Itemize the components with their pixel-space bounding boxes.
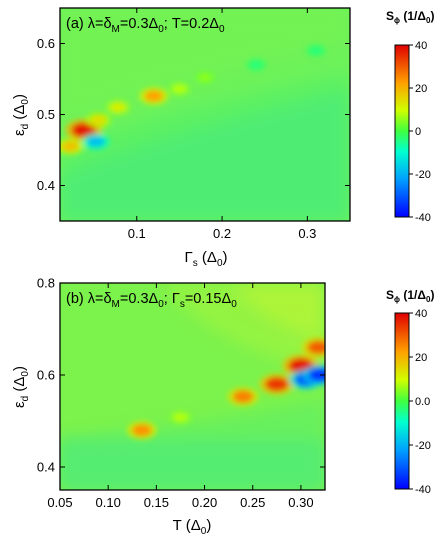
colorbar-tick-label: 40 xyxy=(415,40,427,52)
heatmap-b xyxy=(60,283,325,490)
x-axis-label-b: T (Δ0) xyxy=(173,517,212,537)
feature-6 xyxy=(144,90,164,102)
feature-4 xyxy=(265,377,289,392)
y-tick-label: 0.6 xyxy=(37,368,55,383)
panel-b: 0.05 0.10 0.15 0.20 0.25 0.30 0.4 0.6 0.8 (b) λ… xyxy=(11,276,434,538)
x-axis-label-a: Γs (Δ0) xyxy=(184,249,227,269)
panel-a: 0.1 0.2 0.3 0.4 0.5 0.6 (a) λ=δM=0.3Δ0; T=0.… xyxy=(11,7,434,269)
feature-3 xyxy=(232,390,254,403)
feature-6 xyxy=(307,340,325,354)
y-tick-label: 0.4 xyxy=(37,178,55,193)
x-tick-label: 0.10 xyxy=(96,495,121,510)
colorbar-tick-label: -20 xyxy=(415,440,431,452)
colorbar-tick-label: 0 xyxy=(415,126,421,138)
colorbar-title-b: Sϕ (1/Δ0) xyxy=(386,288,434,304)
y-axis-label-a: εd (Δ0) xyxy=(11,94,31,136)
feature-1 xyxy=(61,141,80,152)
annotation-b: (b) λ=δM=0.3Δ0; Γs=0.15Δ0 xyxy=(66,291,237,310)
feature-7 xyxy=(172,84,187,94)
colorbar-tick-label: 40 xyxy=(415,308,427,320)
feature-10 xyxy=(309,46,323,55)
colorbar-b xyxy=(394,312,410,490)
x-tick-label: 0.2 xyxy=(213,226,231,241)
feature-2 xyxy=(173,412,188,422)
colorbar-tick-label: -40 xyxy=(415,484,431,496)
y-tick-label: 0.5 xyxy=(37,107,55,122)
annotation-a: (a) λ=δM=0.3Δ0; T=0.2Δ0 xyxy=(66,16,225,35)
feature-9 xyxy=(249,60,263,69)
feature-8 xyxy=(308,368,325,382)
x-tick-label: 0.1 xyxy=(128,226,146,241)
colorbar-title-a: Sϕ (1/Δ0) xyxy=(386,9,434,25)
frame-b xyxy=(59,282,326,491)
feature-4 xyxy=(90,115,107,126)
y-tick-label: 0.8 xyxy=(37,276,55,291)
feature-1 xyxy=(131,424,152,437)
y-tick-label: 0.6 xyxy=(37,36,55,51)
feature-2 xyxy=(71,122,97,138)
x-tick-label: 0.15 xyxy=(144,495,169,510)
colorbar-tick-label: 20 xyxy=(415,352,427,364)
heatmap-a xyxy=(60,8,350,221)
colorbar-a xyxy=(394,44,410,218)
colorbar-tick-label: -20 xyxy=(415,169,431,181)
x-tick-label: 0.3 xyxy=(298,226,316,241)
feature-8 xyxy=(198,73,212,82)
feature-3 xyxy=(86,136,105,147)
x-tick-label: 0.25 xyxy=(240,495,265,510)
y-tick-label: 0.4 xyxy=(37,460,55,475)
colorbar-tick-label: 0.0 xyxy=(415,396,430,408)
y-axis-label-b: εd (Δ0) xyxy=(11,366,31,408)
x-tick-label: 0.20 xyxy=(192,495,217,510)
x-tick-label: 0.05 xyxy=(47,495,72,510)
colorbar-tick-label: -40 xyxy=(415,212,431,224)
colorbar-tick-label: 20 xyxy=(415,83,427,95)
feature-5 xyxy=(110,102,126,113)
x-tick-label: 0.30 xyxy=(288,495,313,510)
